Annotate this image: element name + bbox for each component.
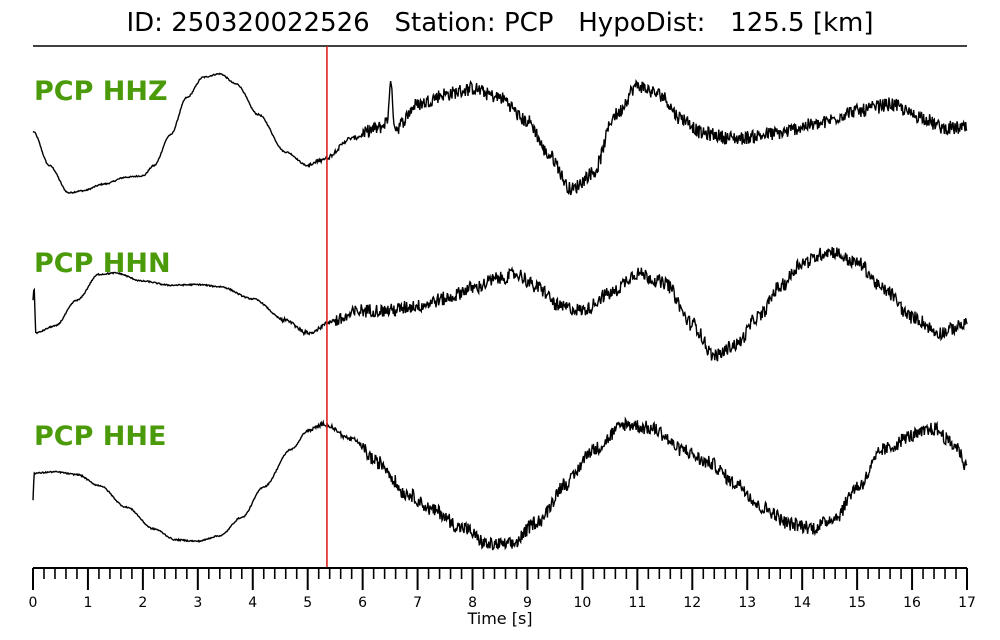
x-tick-label: 1: [83, 595, 92, 611]
x-tick-label: 2: [138, 595, 147, 611]
trace-group: [32, 72, 968, 551]
x-tick-label: 6: [358, 595, 367, 611]
x-tick-label: 7: [413, 595, 422, 611]
time-axis: 0 1 2 3 4 5 6 7 8 9 10 11 12 13 14 15 16 17: [29, 567, 976, 611]
trace-pcp-hhe: [32, 416, 968, 551]
channel-label-pcp-hhe: PCP HHE: [34, 421, 166, 452]
x-tick-label: 9: [523, 595, 532, 611]
channel-label-pcp-hhn: PCP HHN: [34, 248, 171, 279]
chart-title: ID: 250320022526 Station: PCP HypoDist: …: [126, 8, 874, 38]
x-tick-label: 5: [303, 595, 312, 611]
x-tick-label: 16: [903, 595, 921, 611]
x-tick-label: 0: [29, 595, 38, 611]
x-tick-label: 15: [848, 595, 866, 611]
x-tick-label: 14: [793, 595, 811, 611]
x-tick-label: 17: [958, 595, 976, 611]
trace-pcp-hhn: [32, 247, 968, 362]
x-tick-label: 13: [738, 595, 756, 611]
channel-label-pcp-hhz: PCP HHZ: [34, 76, 168, 107]
x-tick-label: 8: [468, 595, 477, 611]
x-tick-label: 10: [573, 595, 591, 611]
trace-pcp-hhz: [32, 72, 968, 196]
x-tick-label: 11: [628, 595, 646, 611]
x-tick-label: 4: [248, 595, 257, 611]
x-tick-label: 12: [683, 595, 701, 611]
channel-label-group: PCP HHZ PCP HHN PCP HHE: [34, 76, 171, 452]
x-axis-label: Time [s]: [466, 609, 532, 628]
x-tick-label: 3: [193, 595, 202, 611]
